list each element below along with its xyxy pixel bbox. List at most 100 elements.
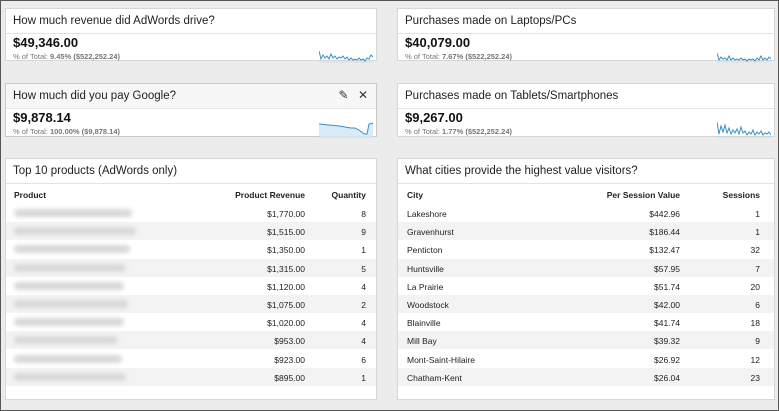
sessions-cell: 20 xyxy=(750,281,760,292)
metric-percent-of-total: % of Total: 1.77% ($522,252.24) xyxy=(405,127,513,136)
column-header-product-revenue[interactable]: Product Revenue xyxy=(235,190,305,200)
quantity-cell: 8 xyxy=(361,209,366,219)
table-row: Blainville $41.74 18 xyxy=(398,313,774,331)
city-cell: Mill Bay xyxy=(407,336,437,347)
table-widget-top-cities: What cities provide the highest value vi… xyxy=(397,158,775,400)
sessions-cell: 12 xyxy=(750,354,760,365)
sessions-cell: 18 xyxy=(750,318,760,329)
quantity-cell: 5 xyxy=(361,263,366,274)
sessions-cell: 1 xyxy=(755,209,760,219)
per-session-value-cell: $26.04 xyxy=(654,372,680,383)
sessions-cell: 7 xyxy=(755,263,760,274)
table-row: $1,770.00 8 xyxy=(6,204,376,222)
quantity-cell: 1 xyxy=(361,372,366,383)
redacted-product-name xyxy=(14,245,130,254)
metric-widget-google-cost: How much did you pay Google? ✎ ✕ $9,878.… xyxy=(5,83,377,138)
sparkline xyxy=(717,121,771,138)
metric-percent-of-total: % of Total: 100.00% ($9,878.14) xyxy=(13,127,121,136)
column-header-product[interactable]: Product xyxy=(14,190,47,200)
quantity-cell: 1 xyxy=(361,245,366,256)
city-cell: Mont-Saint-Hilaire xyxy=(407,354,476,365)
product-revenue-cell: $1,350.00 xyxy=(267,245,305,256)
table-row: Gravenhurst $186.44 1 xyxy=(398,222,774,241)
redacted-product-name xyxy=(14,318,124,327)
table-row: $1,075.00 2 xyxy=(6,295,376,313)
product-revenue-cell: $1,315.00 xyxy=(267,263,305,274)
widget-title: Top 10 products (AdWords only) xyxy=(6,159,376,184)
metric-value: $49,346.00 xyxy=(13,35,79,50)
redacted-product-name xyxy=(14,300,128,308)
redacted-product-name xyxy=(14,263,126,272)
per-session-value-cell: $26.92 xyxy=(654,354,680,365)
redacted-product-name xyxy=(14,209,132,217)
table-row: La Prairie $51.74 20 xyxy=(398,277,774,295)
city-cell: Chatham-Kent xyxy=(407,372,462,383)
per-session-value-cell: $42.00 xyxy=(654,300,680,310)
per-session-value-cell: $41.74 xyxy=(654,318,680,329)
per-session-value-cell: $442.96 xyxy=(649,209,680,219)
column-header-per-session-value[interactable]: Per Session Value xyxy=(606,190,680,200)
redacted-product-name xyxy=(14,372,126,381)
product-revenue-cell: $1,020.00 xyxy=(267,318,305,329)
redacted-product-name xyxy=(14,227,136,236)
edit-icon[interactable]: ✎ xyxy=(338,88,349,102)
table-row: $1,515.00 9 xyxy=(6,222,376,241)
column-header-quantity[interactable]: Quantity xyxy=(331,190,366,200)
sessions-cell: 6 xyxy=(755,300,760,310)
table-row: Mont-Saint-Hilaire $26.92 12 xyxy=(398,350,774,368)
table-row: $1,315.00 5 xyxy=(6,258,376,277)
table-row: Woodstock $42.00 6 xyxy=(398,295,774,313)
product-revenue-cell: $923.00 xyxy=(274,354,305,365)
widget-title: What cities provide the highest value vi… xyxy=(398,159,774,184)
table-row: Penticton $132.47 32 xyxy=(398,240,774,258)
widget-title: Purchases made on Tablets/Smartphones xyxy=(398,84,774,109)
product-revenue-cell: $1,515.00 xyxy=(267,227,305,238)
per-session-value-cell: $51.74 xyxy=(654,281,680,292)
redacted-product-name xyxy=(14,336,118,345)
close-icon[interactable]: ✕ xyxy=(357,88,368,102)
metric-widget-adwords-revenue: How much revenue did AdWords drive? $49,… xyxy=(5,8,377,63)
sessions-cell: 9 xyxy=(755,336,760,347)
city-cell: La Prairie xyxy=(407,281,444,292)
table-header: Product Product Revenue Quantity xyxy=(6,185,376,204)
quantity-cell: 6 xyxy=(361,354,366,365)
metric-value: $40,079.00 xyxy=(405,35,471,50)
per-session-value-cell: $186.44 xyxy=(649,227,680,238)
table-row: $953.00 4 xyxy=(6,331,376,350)
metric-value: $9,267.00 xyxy=(405,110,463,125)
column-header-city[interactable]: City xyxy=(407,190,424,200)
quantity-cell: 4 xyxy=(361,281,366,292)
city-cell: Woodstock xyxy=(407,300,449,310)
table-row: Huntsville $57.95 7 xyxy=(398,258,774,277)
sparkline xyxy=(319,122,373,138)
metric-percent-of-total: % of Total: 7.67% ($522,252.24) xyxy=(405,52,513,61)
metric-widget-tablets-smartphones: Purchases made on Tablets/Smartphones $9… xyxy=(397,83,775,138)
table-row: Chatham-Kent $26.04 23 xyxy=(398,367,774,386)
product-revenue-cell: $1,770.00 xyxy=(267,209,305,219)
metric-value: $9,878.14 xyxy=(13,110,71,125)
sessions-cell: 1 xyxy=(755,227,760,238)
per-session-value-cell: $132.47 xyxy=(649,245,680,256)
redacted-product-name xyxy=(14,281,124,290)
column-header-sessions[interactable]: Sessions xyxy=(722,190,760,200)
city-cell: Huntsville xyxy=(407,263,444,274)
widget-title: Purchases made on Laptops/PCs xyxy=(398,9,774,34)
metric-widget-laptops-pcs: Purchases made on Laptops/PCs $40,079.00… xyxy=(397,8,775,63)
table-row: $923.00 6 xyxy=(6,350,376,368)
sparkline xyxy=(717,52,771,63)
metric-percent-of-total: % of Total: 9.45% ($522,252.24) xyxy=(13,52,121,61)
table-row: Lakeshore $442.96 1 xyxy=(398,204,774,222)
quantity-cell: 9 xyxy=(361,227,366,238)
table-row: $1,120.00 4 xyxy=(6,277,376,295)
redacted-product-name xyxy=(14,354,122,363)
product-revenue-cell: $1,120.00 xyxy=(267,281,305,292)
product-revenue-cell: $895.00 xyxy=(274,372,305,383)
widget-title: How much did you pay Google? ✎ ✕ xyxy=(6,84,376,109)
table-row: $1,350.00 1 xyxy=(6,240,376,258)
product-revenue-cell: $1,075.00 xyxy=(267,300,305,310)
sessions-cell: 23 xyxy=(750,372,760,383)
product-revenue-cell: $953.00 xyxy=(274,336,305,347)
widget-title: How much revenue did AdWords drive? xyxy=(6,9,376,34)
table-row: $895.00 1 xyxy=(6,367,376,386)
city-cell: Gravenhurst xyxy=(407,227,454,238)
